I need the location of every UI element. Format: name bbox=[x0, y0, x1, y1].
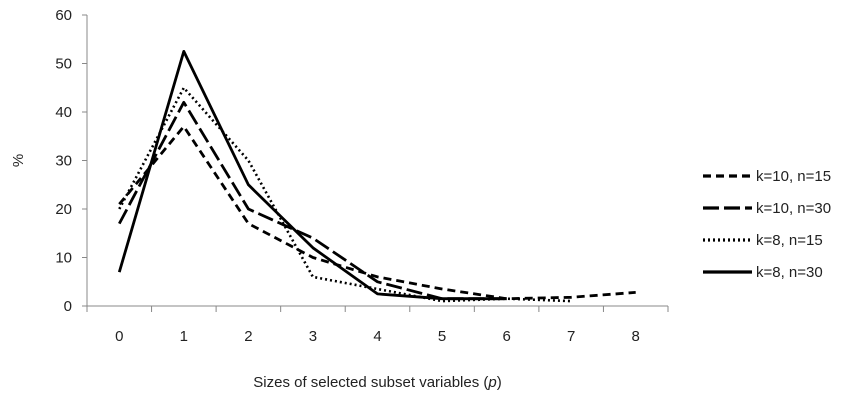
legend-label: k=8, n=15 bbox=[756, 232, 823, 249]
legend: k=10, n=15 k=10, n=30 k=8, n=15 k=8, n=30 bbox=[703, 168, 831, 281]
x-tick-label: 6 bbox=[502, 328, 510, 345]
series-line bbox=[117, 50, 507, 301]
y-tick-label: 10 bbox=[55, 250, 72, 267]
x-tick-label: 2 bbox=[244, 328, 252, 345]
series-line bbox=[118, 125, 636, 301]
tick-labels: 0 10 20 30 40 50 60 0 1 2 3 4 5 6 7 8 bbox=[55, 7, 640, 345]
y-axis-title: % bbox=[10, 154, 27, 167]
series-lines bbox=[117, 50, 636, 303]
x-axis-title-close: ) bbox=[497, 374, 502, 391]
y-tick-label: 60 bbox=[55, 7, 72, 24]
x-axis-title-text: Sizes of selected subset variables ( bbox=[253, 374, 488, 391]
x-tick-label: 3 bbox=[309, 328, 317, 345]
legend-label: k=10, n=15 bbox=[756, 168, 831, 185]
y-tick-label: 50 bbox=[55, 56, 72, 73]
series-line bbox=[118, 100, 507, 301]
x-axis-title: Sizes of selected subset variables (p) bbox=[253, 374, 501, 391]
legend-label: k=10, n=30 bbox=[756, 200, 831, 217]
y-tick-label: 40 bbox=[55, 104, 72, 121]
x-tick-label: 1 bbox=[180, 328, 188, 345]
x-tick-label: 5 bbox=[438, 328, 446, 345]
x-tick-label: 4 bbox=[373, 328, 381, 345]
x-tick-label: 8 bbox=[632, 328, 640, 345]
y-tick-label: 0 bbox=[64, 298, 72, 315]
x-tick-label: 7 bbox=[567, 328, 575, 345]
axes bbox=[82, 14, 669, 312]
y-tick-label: 20 bbox=[55, 201, 72, 218]
x-tick-label: 0 bbox=[115, 328, 123, 345]
y-tick-label: 30 bbox=[55, 153, 72, 170]
x-axis-title-symbol: p bbox=[487, 374, 496, 391]
series-line bbox=[118, 86, 572, 303]
legend-label: k=8, n=30 bbox=[756, 264, 823, 281]
